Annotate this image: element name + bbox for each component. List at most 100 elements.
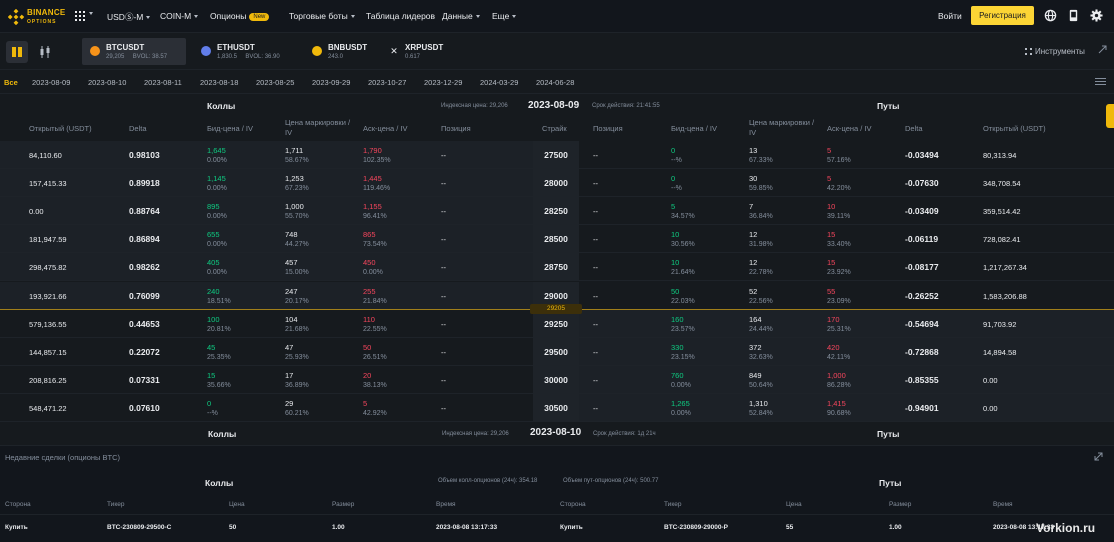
- open-interest-put: 91,703.92: [983, 319, 1017, 329]
- table-row[interactable]: 144,857.15 0.22072 45 25.35% 47 25.93% 50 26.51…: [0, 337, 1114, 366]
- bid-iv-put: --%: [671, 185, 682, 193]
- trade-size-call: 1.00: [332, 524, 345, 531]
- expiry-section-header[interactable]: [0, 421, 1114, 446]
- register-button[interactable]: Регистрация: [971, 6, 1034, 25]
- ask-call[interactable]: 1,155: [363, 202, 382, 212]
- ask-put[interactable]: 170: [827, 314, 840, 324]
- date-tab[interactable]: 2023-08-25: [256, 78, 295, 87]
- ask-call[interactable]: 450: [363, 258, 376, 268]
- table-view-icon: [12, 47, 22, 57]
- date-tab[interactable]: 2023-10-27: [368, 78, 407, 87]
- expand-icon[interactable]: [1098, 45, 1107, 54]
- expand-trades-icon[interactable]: [1094, 452, 1103, 461]
- bid-put[interactable]: 5: [671, 202, 676, 212]
- apps-caret-icon[interactable]: [89, 12, 93, 15]
- table-row[interactable]: 0.00 0.88764 895 0.00% 1,000 55.70% 1,155 96.41…: [0, 197, 1114, 226]
- ask-call[interactable]: 255: [363, 286, 376, 296]
- ask-call[interactable]: 110: [363, 314, 375, 324]
- settings-gear-icon[interactable]: [1090, 9, 1103, 22]
- bid-call[interactable]: 1,645: [207, 146, 226, 155]
- nav-options[interactable]: Опционы New: [210, 11, 270, 21]
- nav-coinm[interactable]: COIN-M: [160, 11, 199, 21]
- bid-iv-put: --%: [671, 157, 682, 164]
- bid-put[interactable]: 0: [671, 174, 676, 184]
- table-row[interactable]: 181,947.59 0.86894 655 0.00% 748 44.27% 865 73.…: [0, 225, 1114, 254]
- bid-put[interactable]: 760: [671, 370, 684, 380]
- bid-iv-call: 20.81%: [207, 325, 231, 333]
- logo-text[interactable]: BINANCE OPTIONS: [27, 9, 66, 26]
- table-row[interactable]: 208,816.25 0.07331 15 35.66% 17 36.89% 20 38.13…: [0, 365, 1114, 394]
- date-tab[interactable]: 2023-08-18: [200, 78, 239, 87]
- date-tab[interactable]: 2023-08-09: [32, 78, 71, 87]
- ask-put[interactable]: 1,415: [827, 398, 846, 408]
- ask-put[interactable]: 1,000: [827, 370, 846, 380]
- bid-call[interactable]: 655: [207, 230, 220, 240]
- nav-leaderboard[interactable]: Таблица лидеров: [366, 11, 436, 21]
- instruments-button[interactable]: Инструменты: [1025, 47, 1085, 56]
- ask-call[interactable]: 865: [363, 230, 376, 240]
- bid-call[interactable]: 45: [207, 342, 216, 352]
- ask-call[interactable]: 50: [363, 342, 372, 352]
- apps-grid-icon[interactable]: [75, 11, 85, 21]
- bid-put[interactable]: 330: [671, 342, 684, 352]
- ask-call[interactable]: 5: [363, 398, 368, 408]
- bid-put[interactable]: 1,265: [671, 398, 690, 408]
- login-link[interactable]: Войти: [938, 11, 962, 21]
- bid-put[interactable]: 50: [671, 286, 680, 296]
- symbol-tab-ethusdt[interactable]: ETHUSDT 1,830.5 BVOL: 36.90: [193, 38, 293, 65]
- date-tab[interactable]: 2023-08-10: [88, 78, 127, 87]
- nav-more[interactable]: Еще: [492, 11, 517, 21]
- mark-put: 372: [749, 342, 762, 352]
- trade-ticker-put[interactable]: BTC-230809-29000-P: [664, 524, 728, 531]
- bid-put[interactable]: 160: [671, 314, 684, 324]
- globe-icon[interactable]: [1044, 9, 1057, 22]
- symbol-tab-btcusdt[interactable]: BTCUSDT 29,205 BVOL: 38.57: [82, 38, 186, 65]
- ask-call[interactable]: 1,445: [363, 174, 382, 184]
- nav-data[interactable]: Данные: [442, 11, 480, 21]
- binance-logo-icon[interactable]: [8, 9, 24, 25]
- date-tab-all[interactable]: Все: [4, 78, 18, 87]
- filter-settings-icon[interactable]: [1095, 77, 1106, 86]
- bid-call[interactable]: 1,145: [207, 174, 226, 184]
- date-tab[interactable]: 2023-09-29: [312, 78, 351, 87]
- col-bid-put: Бид-цена / IV: [671, 124, 718, 133]
- bid-call[interactable]: 240: [207, 286, 220, 296]
- table-row[interactable]: 84,110.60 0.98103 1,645 0.00% 1,711 58.67% 1,7…: [0, 141, 1114, 169]
- date-tab[interactable]: 2023-12-29: [424, 78, 463, 87]
- open-interest-call: 0.00: [29, 207, 44, 217]
- ask-put[interactable]: 420: [827, 342, 840, 352]
- table-row[interactable]: 548,471.22 0.07610 0 --% 29 60.21% 5 42.92% -- 30…: [0, 393, 1114, 422]
- table-row[interactable]: 157,415.33 0.89918 1,145 0.00% 1,253 67.23% 1,…: [0, 169, 1114, 198]
- ask-put[interactable]: 5: [827, 174, 832, 184]
- date-tab[interactable]: 2023-08-11: [144, 78, 182, 87]
- expiry-countdown: Срок действия: 21:41:55: [592, 103, 660, 109]
- bid-call[interactable]: 405: [207, 258, 220, 268]
- ask-put[interactable]: 15: [827, 230, 836, 240]
- bid-put[interactable]: 10: [671, 230, 680, 240]
- ask-put[interactable]: 15: [827, 258, 836, 268]
- bid-call[interactable]: 895: [207, 202, 220, 212]
- ask-call[interactable]: 1,790: [363, 146, 382, 155]
- table-row[interactable]: 579,136.55 0.44653 100 20.81% 104 21.68% 110 22…: [0, 309, 1114, 338]
- side-panel-toggle[interactable]: [1106, 104, 1114, 128]
- trade-ticker-call[interactable]: BTC-230809-29500-C: [107, 524, 172, 531]
- nav-usdm[interactable]: USDⓈ-M: [107, 11, 151, 23]
- bid-put[interactable]: 10: [671, 258, 680, 268]
- date-tab[interactable]: 2024-03-29: [480, 78, 519, 87]
- ask-put[interactable]: 5: [827, 146, 832, 155]
- symbol-tab-xrpusdt[interactable]: ✕ XRPUSDT 0.617: [390, 43, 444, 60]
- view-chart-button[interactable]: [34, 41, 56, 63]
- view-table-button[interactable]: [6, 41, 28, 63]
- table-row[interactable]: 298,475.82 0.98262 405 0.00% 457 15.00% 450 0.0…: [0, 253, 1114, 282]
- bid-put[interactable]: 0: [671, 146, 676, 155]
- ask-put[interactable]: 10: [827, 202, 836, 212]
- nav-trading-bots[interactable]: Торговые боты: [289, 11, 355, 21]
- download-app-icon[interactable]: [1067, 9, 1080, 22]
- bid-call[interactable]: 100: [207, 314, 220, 324]
- symbol-tab-bnbusdt[interactable]: BNBUSDT 243.0: [304, 38, 384, 65]
- date-tab[interactable]: 2024-06-28: [536, 78, 575, 87]
- ask-put[interactable]: 55: [827, 286, 836, 296]
- bid-call[interactable]: 0: [207, 398, 212, 408]
- ask-call[interactable]: 20: [363, 370, 372, 380]
- bid-call[interactable]: 15: [207, 370, 216, 380]
